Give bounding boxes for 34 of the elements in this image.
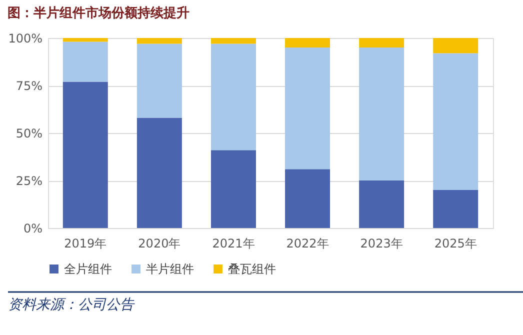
bar bbox=[285, 48, 330, 170]
bar bbox=[285, 38, 330, 48]
bar bbox=[359, 38, 404, 48]
x-tick-label: 2025年 bbox=[434, 236, 477, 250]
bar bbox=[210, 150, 256, 228]
x-tick-label: 2022年 bbox=[286, 236, 329, 250]
bar bbox=[136, 118, 182, 228]
text: 资料来源：公司公告 bbox=[8, 297, 135, 313]
bar bbox=[210, 44, 256, 150]
bar bbox=[433, 190, 478, 228]
bar bbox=[285, 169, 330, 228]
bar bbox=[62, 82, 108, 228]
bar bbox=[433, 53, 478, 190]
x-tick-label: 2019年 bbox=[64, 236, 107, 250]
bar bbox=[359, 48, 404, 180]
chart-title: 图：半片组件市场份额持续提升 bbox=[7, 5, 190, 21]
x-tick-label: 2021年 bbox=[212, 236, 255, 250]
bar bbox=[62, 42, 108, 82]
x-tick-label: 2023年 bbox=[360, 236, 403, 250]
bar bbox=[433, 38, 478, 54]
y-tick-label: 25% bbox=[16, 174, 42, 188]
bar bbox=[359, 180, 404, 228]
legend-label: 叠瓦组件 bbox=[228, 262, 276, 276]
bar bbox=[136, 44, 182, 118]
y-tick-label: 50% bbox=[16, 126, 42, 140]
bar bbox=[62, 38, 108, 42]
legend-label: 半片组件 bbox=[146, 262, 194, 276]
x-tick-label: 2020年 bbox=[138, 236, 181, 250]
y-tick-label: 0% bbox=[23, 222, 42, 236]
bar bbox=[136, 38, 182, 44]
bar bbox=[210, 38, 256, 44]
y-tick-label: 100% bbox=[8, 32, 42, 46]
legend-label: 全片组件 bbox=[64, 262, 112, 276]
y-tick-label: 75% bbox=[16, 79, 42, 93]
